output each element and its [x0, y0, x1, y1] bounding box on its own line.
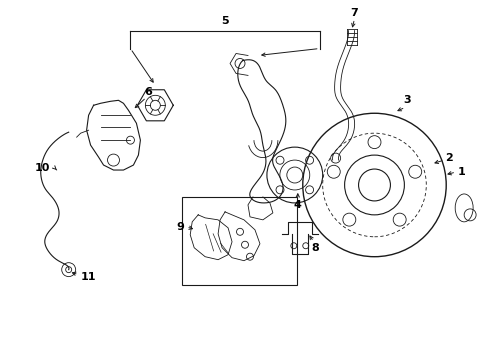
Text: 1: 1 [456, 167, 464, 177]
Text: 9: 9 [176, 222, 184, 232]
Text: 4: 4 [293, 200, 301, 210]
Text: 6: 6 [144, 87, 152, 97]
Bar [182, 197, 296, 285]
Text: 8: 8 [311, 243, 319, 253]
Text: 11: 11 [81, 272, 96, 282]
Text: 3: 3 [403, 95, 410, 105]
Text: 2: 2 [445, 153, 452, 163]
Text: 10: 10 [35, 163, 50, 173]
Text: 7: 7 [350, 8, 358, 18]
Text: 5: 5 [221, 15, 228, 26]
